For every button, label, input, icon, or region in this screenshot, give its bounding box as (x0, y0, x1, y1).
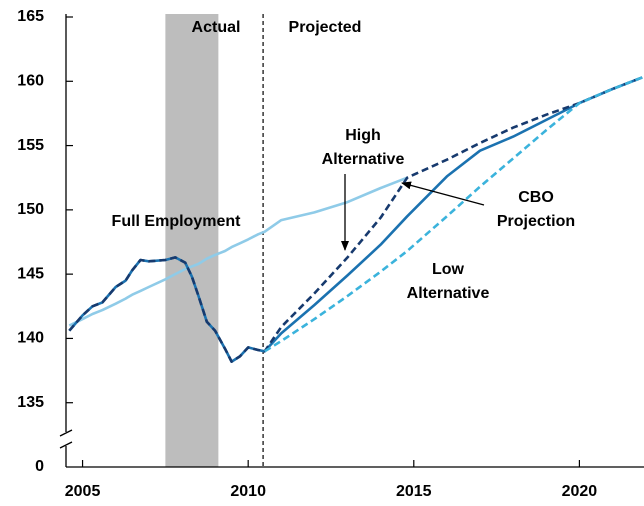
x-tick-label: 2020 (562, 483, 598, 500)
y-tick-label: 155 (17, 137, 44, 154)
series-line (264, 76, 643, 353)
annotation: Alternative (407, 285, 490, 302)
axis-break (59, 429, 73, 449)
annotation: Low (432, 261, 465, 278)
y-tick-label: 140 (17, 330, 44, 347)
y-tick-label: 135 (17, 394, 44, 411)
series-line (68, 76, 643, 363)
arrow (401, 181, 485, 206)
series-line (68, 176, 408, 327)
x-tick-label: 2015 (396, 483, 432, 500)
y-break-label: 0 (35, 458, 44, 475)
y-tick-label: 145 (17, 265, 44, 282)
annotation: Projected (289, 19, 362, 36)
annotation: Projection (497, 213, 575, 230)
x-tick-label: 2010 (230, 483, 266, 500)
annotation: Full Employment (112, 213, 242, 230)
annotation: Actual (192, 19, 241, 36)
y-tick-label: 165 (17, 8, 44, 25)
annotation: CBO (518, 189, 554, 206)
x-tick-label: 2005 (65, 483, 101, 500)
annotation: High (345, 127, 381, 144)
recession-shade (165, 14, 219, 467)
annotation: Alternative (322, 151, 405, 168)
y-tick-label: 150 (17, 201, 44, 218)
y-tick-label: 160 (17, 73, 44, 90)
